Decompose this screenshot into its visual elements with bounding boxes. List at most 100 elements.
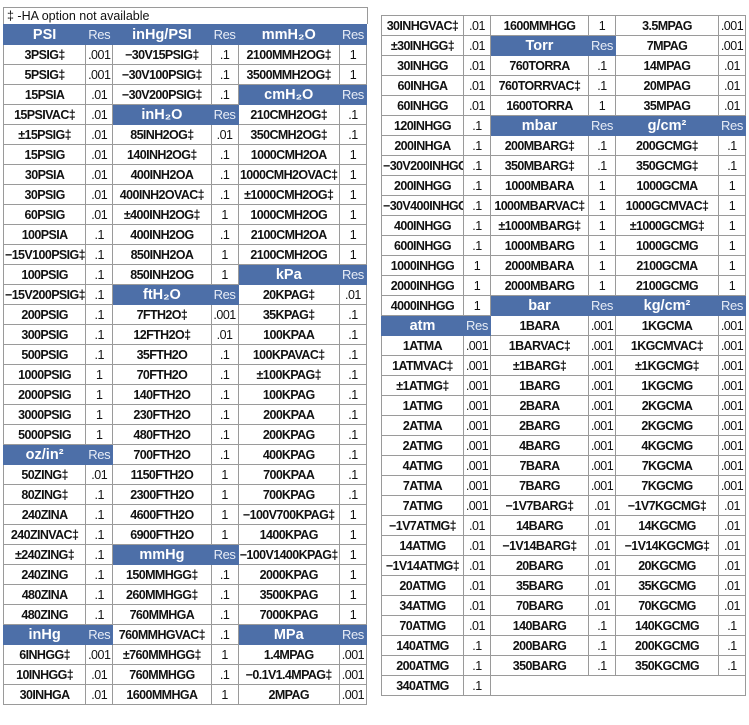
model-code: 500PSIG	[2, 344, 87, 365]
resolution-value: 1	[85, 404, 114, 425]
resolution-value: .1	[463, 135, 491, 156]
resolution-value: 1	[210, 484, 239, 505]
model-code: 200BARG	[490, 635, 589, 656]
table-row: ±240ZING‡ .1 mmHg Res −100V1400KPAG‡ 1	[2, 544, 368, 565]
model-code: 15PSIG	[2, 144, 87, 165]
resolution-value: .1	[338, 324, 368, 345]
model-code: 850INH2OA	[112, 244, 212, 265]
model-code: 1000CMH2OG	[237, 204, 340, 225]
model-code: 200KPAG	[237, 424, 340, 445]
model-code: 2000MBARA	[490, 255, 589, 276]
model-code: −100V1400KPAG‡	[237, 544, 340, 565]
resolution-value: 1	[338, 244, 368, 265]
resolution-value: .1	[210, 584, 239, 605]
resolution-value: .1	[463, 155, 491, 176]
model-code: 350BARG	[490, 655, 589, 676]
table-row: 2ATMA .001 2BARG .001 2KGCMG .001	[381, 415, 746, 436]
table-row: 3000PSIG 1 230FTH2O .1 200KPAA .1	[2, 404, 368, 425]
unit-header: mmHg	[112, 544, 212, 565]
resolution-value: .001	[588, 395, 616, 416]
model-code: 150MMHGG‡	[112, 564, 212, 585]
resolution-value: .1	[588, 155, 616, 176]
resolution-value: 1	[718, 195, 746, 216]
model-code: 2300FTH2O	[112, 484, 212, 505]
model-code: 1400KPAG	[237, 524, 340, 545]
resolution-value: .1	[210, 44, 239, 65]
table-row: 100PSIG .1 850INH2OG 1 kPa Res	[2, 264, 368, 285]
model-code: 760MMHGVAC‡	[112, 624, 212, 645]
resolution-value: .1	[338, 424, 368, 445]
res-header: Res	[588, 115, 616, 136]
model-code: 700KPAA	[237, 464, 340, 485]
model-code: 400INH2OVAC‡	[112, 184, 212, 205]
model-code: 3.5MPAG	[615, 15, 719, 36]
model-code: ±240ZING‡	[2, 544, 87, 565]
model-code: 85INH2OG‡	[112, 124, 212, 145]
model-code: 14KGCMG	[615, 515, 719, 536]
model-code: 480FTH2O	[112, 424, 212, 445]
resolution-value: .1	[85, 244, 114, 265]
table-row: 1000INHGG 1 2000MBARA 1 2100GCMA 1	[381, 255, 746, 276]
unit-header: ftH₂O	[112, 284, 212, 305]
model-code: 1.4MPAG	[237, 644, 340, 665]
model-code: 3500MMH2OG‡	[237, 64, 340, 85]
resolution-value: .001	[588, 415, 616, 436]
resolution-value: .01	[463, 515, 491, 536]
resolution-value: .001	[588, 435, 616, 456]
resolution-value: .1	[463, 635, 491, 656]
model-code: 140BARG	[490, 615, 589, 636]
resolution-value: .1	[463, 175, 491, 196]
resolution-value: .001	[718, 335, 746, 356]
model-code: 4000INHGG	[381, 295, 464, 316]
model-code: 70ATMG	[381, 615, 464, 636]
resolution-value: .01	[463, 535, 491, 556]
resolution-value: .001	[338, 664, 368, 685]
unit-header: inHg	[2, 624, 87, 645]
resolution-value: .01	[85, 104, 114, 125]
model-code: −1V7KGCMG‡	[615, 495, 719, 516]
model-code: 30INHGG	[381, 55, 464, 76]
model-code: 480ZING	[2, 604, 87, 625]
resolution-value: .1	[210, 564, 239, 585]
resolution-value: .001	[588, 455, 616, 476]
res-header: Res	[463, 315, 491, 336]
resolution-value: .1	[718, 615, 746, 636]
model-code: 200GCMG‡	[615, 135, 719, 156]
model-code: 30INHGVAC‡	[381, 15, 464, 36]
resolution-value: 1	[338, 604, 368, 625]
table-row: 240ZING .1 150MMHGG‡ .1 2000KPAG 1	[2, 564, 368, 585]
resolution-value: .01	[463, 75, 491, 96]
model-code: 30PSIA	[2, 164, 87, 185]
model-code: 2MPAG	[237, 684, 340, 705]
model-code: 7BARA	[490, 455, 589, 476]
resolution-value: .01	[338, 284, 368, 305]
model-code: 1BARVAC‡	[490, 335, 589, 356]
unit-header: MPa	[237, 624, 340, 645]
model-code: 14BARG	[490, 515, 589, 536]
model-code: 1150FTH2O	[112, 464, 212, 485]
table-row: 240ZINA .1 4600FTH2O 1 −100V700KPAG‡ 1	[2, 504, 368, 525]
resolution-value: 1	[85, 424, 114, 445]
table-row: 30INHGG .01 760TORRA .1 14MPAG .01	[381, 55, 746, 76]
model-code: 15PSIVAC‡	[2, 104, 87, 125]
model-code: 3000PSIG	[2, 404, 87, 425]
model-code: −1V14BARG‡	[490, 535, 589, 556]
resolution-value: 1	[588, 95, 616, 116]
resolution-value: .01	[718, 555, 746, 576]
resolution-value: .1	[85, 304, 114, 325]
resolution-value: .1	[210, 144, 239, 165]
model-code: 34ATMG	[381, 595, 464, 616]
resolution-value: .1	[338, 444, 368, 465]
model-code: 60INHGG	[381, 95, 464, 116]
model-code: 7ATMA	[381, 475, 464, 496]
resolution-value: .01	[463, 35, 491, 56]
model-code: 2000PSIG	[2, 384, 87, 405]
model-code: 200MBARG‡	[490, 135, 589, 156]
model-code: −1V14KGCMG‡	[615, 535, 719, 556]
resolution-value: 1	[588, 275, 616, 296]
resolution-value: .1	[85, 524, 114, 545]
model-code: −100V700KPAG‡	[237, 504, 340, 525]
resolution-value: 1	[718, 215, 746, 236]
table-row: ±30INHGG‡ .01 Torr Res 7MPAG .001	[381, 35, 746, 56]
